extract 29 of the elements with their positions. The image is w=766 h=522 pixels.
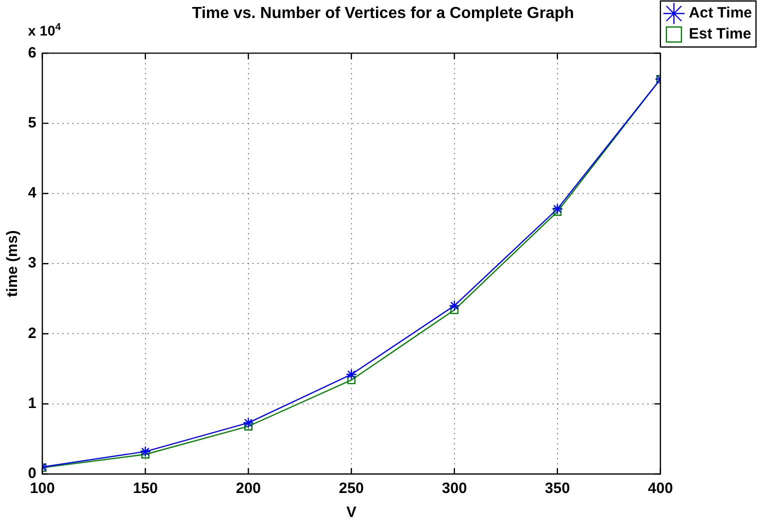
point: [242, 417, 254, 428]
point: [448, 300, 460, 312]
chart-title: Time vs. Number of Vertices for a Complete Graph: [192, 5, 574, 22]
x-tick-label: 250: [338, 480, 364, 498]
y-tick-label: 2: [28, 324, 36, 342]
y-tick-label: 6: [28, 44, 36, 62]
y-tick-label: 0: [28, 465, 36, 482]
point: [140, 446, 151, 458]
x-tick-label: 200: [236, 480, 261, 498]
y-tick-label: 1: [28, 395, 36, 412]
x-tick-label: 350: [544, 480, 570, 498]
legend-label: Act Time: [688, 4, 752, 22]
x-tick-label: 100: [30, 480, 55, 498]
point: [450, 306, 459, 314]
legend-label: Est Time: [688, 26, 752, 43]
y-tick-label: 4: [28, 184, 37, 202]
point: [347, 376, 356, 384]
text: x 10$^{4}$: [28, 22, 61, 39]
y-axis-title: time (ms): [4, 230, 22, 297]
point: [552, 203, 564, 214]
y-tick-label: 5: [28, 114, 36, 132]
x-tick-label: 150: [132, 480, 158, 498]
x-tick-label: 400: [648, 480, 673, 498]
x-axis-title: V: [346, 504, 356, 522]
point: [141, 450, 150, 458]
y-tick-label: 3: [28, 254, 36, 272]
point: [346, 368, 357, 380]
point: [553, 208, 562, 216]
x-tick-label: 300: [442, 480, 467, 498]
